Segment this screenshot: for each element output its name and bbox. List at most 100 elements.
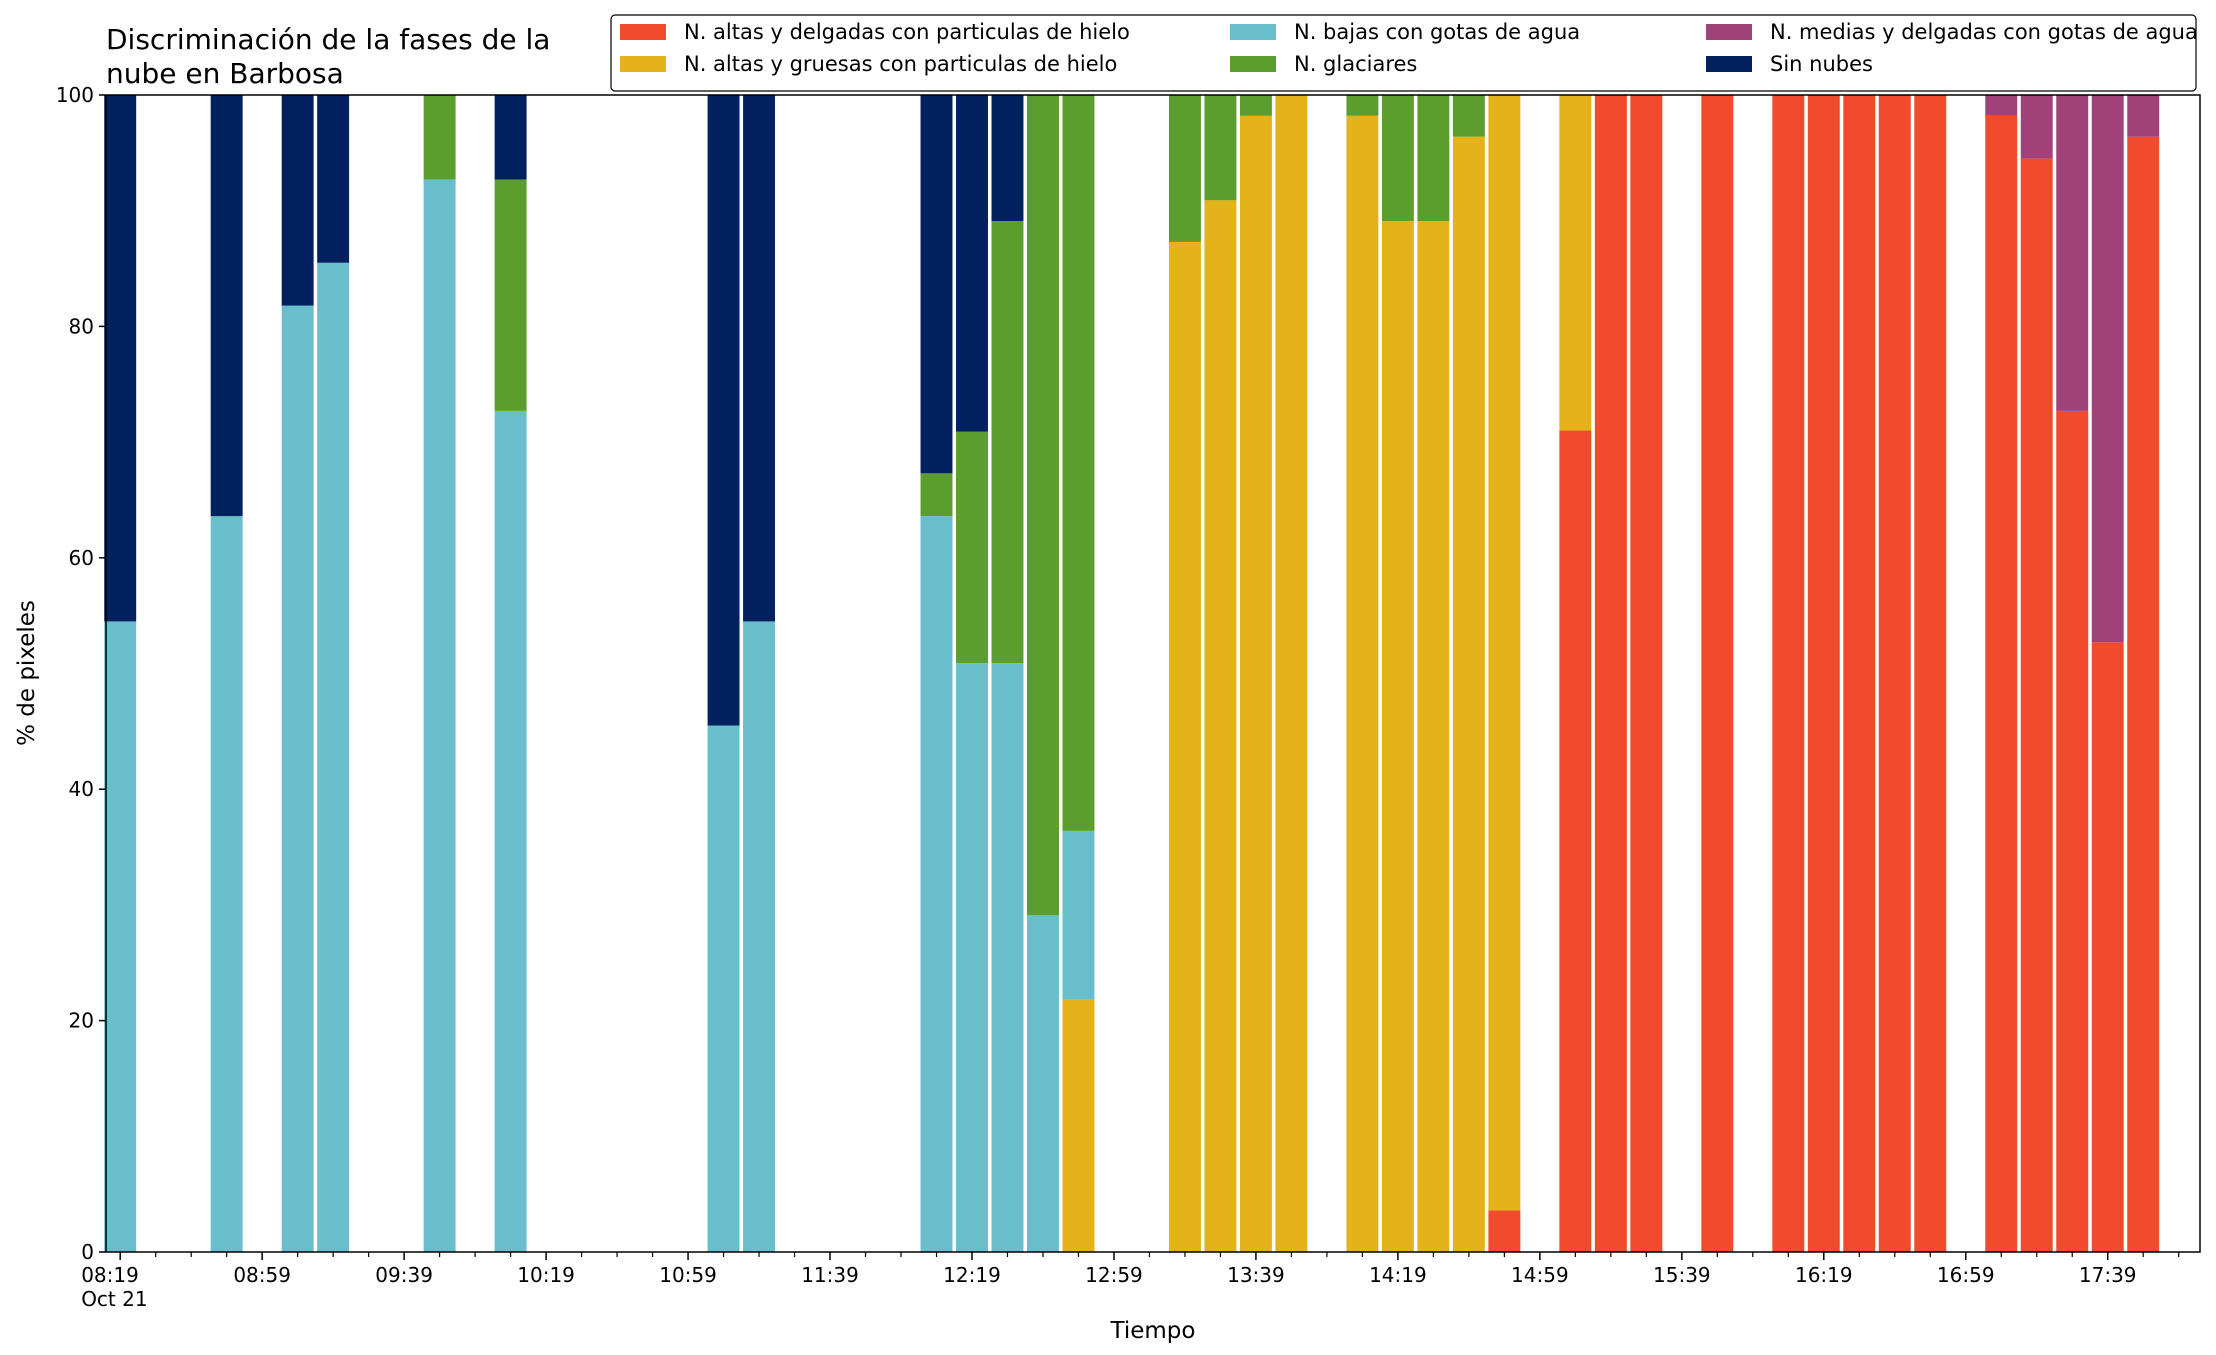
y-tick-label: 20	[69, 1009, 94, 1033]
legend-label: N. altas y gruesas con particulas de hie…	[684, 52, 1117, 76]
bar-segment	[920, 516, 953, 1252]
bar-segment	[2056, 95, 2089, 411]
plot-frame	[105, 94, 2201, 1253]
bar-segment	[1488, 1210, 1521, 1252]
y-tick-label: 80	[69, 314, 94, 338]
bar-segment	[1346, 115, 1379, 1252]
bar-segment	[1452, 95, 1485, 137]
bar-segment	[317, 262, 350, 1252]
bar-segment	[104, 95, 137, 622]
legend-frame	[610, 14, 2197, 92]
bar-segment	[1062, 999, 1095, 1252]
chart-title: Discriminación de la fases de la nube en…	[106, 23, 559, 90]
bar-segment	[1559, 430, 1592, 1252]
bar-segment	[707, 95, 740, 726]
bar-segment	[1062, 95, 1095, 831]
bar-segment	[494, 95, 527, 180]
legend-label: N. glaciares	[1294, 52, 1417, 76]
bar-segment	[104, 621, 137, 1252]
x-tick-label: 16:19	[1795, 1263, 1853, 1287]
legend-label: N. bajas con gotas de agua	[1294, 20, 1580, 44]
x-tick-label: 11:39	[801, 1263, 859, 1287]
x-tick-label: 08:19 Oct 21	[81, 1263, 147, 1311]
legend-swatch	[620, 24, 666, 40]
bar-segment	[707, 725, 740, 1252]
x-tick-label: 09:39	[375, 1263, 433, 1287]
bar-segment	[2020, 95, 2053, 159]
legend: N. altas y delgadas con particulas de hi…	[610, 14, 2198, 92]
bar-segment	[281, 305, 314, 1253]
bar-segment	[1985, 95, 2018, 116]
bar-segment	[1417, 221, 1450, 1252]
legend-swatch	[1706, 24, 1752, 40]
x-tick-label: 12:59	[1085, 1263, 1143, 1287]
bar-segment	[956, 663, 988, 1252]
y-tick-label: 60	[69, 546, 94, 570]
bar-segment	[494, 410, 527, 1253]
chart-title-line-1: Discriminación de la fases de la	[106, 23, 550, 56]
x-tick-label: 12:19	[943, 1263, 1001, 1287]
legend-label: Sin nubes	[1770, 52, 1873, 76]
bar-segment	[1807, 95, 1840, 1252]
legend-swatch	[1230, 24, 1276, 40]
bar-segment	[281, 95, 314, 306]
y-axis-label: % de pixeles	[14, 600, 40, 746]
y-tick-label: 40	[69, 777, 94, 801]
x-tick-label: 17:39	[2079, 1263, 2137, 1287]
y-axis: 0 20 40 60 80 100	[56, 83, 106, 1264]
bar-segment	[1381, 221, 1414, 1252]
bar-segment	[423, 179, 456, 1253]
x-tick-label: 15:39	[1653, 1263, 1711, 1287]
legend-swatch	[1230, 56, 1276, 72]
bar-segment	[1239, 115, 1272, 1252]
bar-segment	[317, 95, 350, 263]
bar-segment	[2127, 136, 2160, 1253]
chart-title-line-2: nube en Barbosa	[106, 57, 344, 90]
x-tick-label: 08:59	[233, 1263, 291, 1287]
bar-segment	[1594, 95, 1627, 1252]
bars-layer	[104, 95, 2160, 1253]
bar-segment	[1062, 830, 1095, 1000]
bar-segment	[1488, 95, 1521, 1211]
bar-segment	[1878, 95, 1911, 1252]
y-tick-label: 0	[81, 1240, 94, 1264]
x-axis: 08:19 Oct 21 08:59 09:39 10:19 10:59 11:39 12:1…	[81, 1252, 2180, 1311]
bar-segment	[991, 663, 1024, 1252]
x-tick-label: 16:59	[1937, 1263, 1995, 1287]
bar-segment	[1204, 200, 1237, 1253]
bar-segment	[1027, 915, 1059, 1252]
bar-segment	[743, 621, 776, 1252]
bar-segment	[1239, 95, 1272, 116]
bar-segment	[991, 221, 1024, 664]
bar-segment	[1452, 136, 1485, 1253]
bar-segment	[1381, 95, 1414, 222]
bar-segment	[1168, 95, 1201, 242]
x-tick-label: 10:19	[517, 1263, 575, 1287]
legend-swatch	[620, 56, 666, 72]
bar-segment	[1027, 95, 1059, 916]
bar-segment	[991, 95, 1024, 222]
bar-segment	[920, 473, 953, 517]
bar-segment	[2127, 95, 2160, 137]
bar-segment	[956, 95, 988, 432]
bar-segment	[1168, 241, 1201, 1253]
bar-segment	[1985, 115, 2018, 1252]
bar-segment	[1772, 95, 1805, 1252]
bar-segment	[423, 95, 456, 180]
bar-segment	[1630, 95, 1663, 1252]
y-tick-label: 100	[56, 83, 94, 107]
bar-segment	[2020, 158, 2053, 1252]
bar-segment	[1914, 95, 1947, 1252]
legend-swatch	[1706, 56, 1752, 72]
bar-segment	[2091, 95, 2124, 643]
bar-segment	[920, 95, 953, 474]
x-tick-label: 13:39	[1227, 1263, 1285, 1287]
bar-segment	[956, 431, 988, 664]
bar-segment	[1204, 95, 1237, 201]
legend-label: N. medias y delgadas con gotas de agua	[1770, 20, 2198, 44]
bar-segment	[1346, 95, 1379, 116]
bar-segment	[743, 95, 776, 622]
bar-segment	[1701, 95, 1734, 1252]
x-tick-label: 14:59	[1511, 1263, 1569, 1287]
